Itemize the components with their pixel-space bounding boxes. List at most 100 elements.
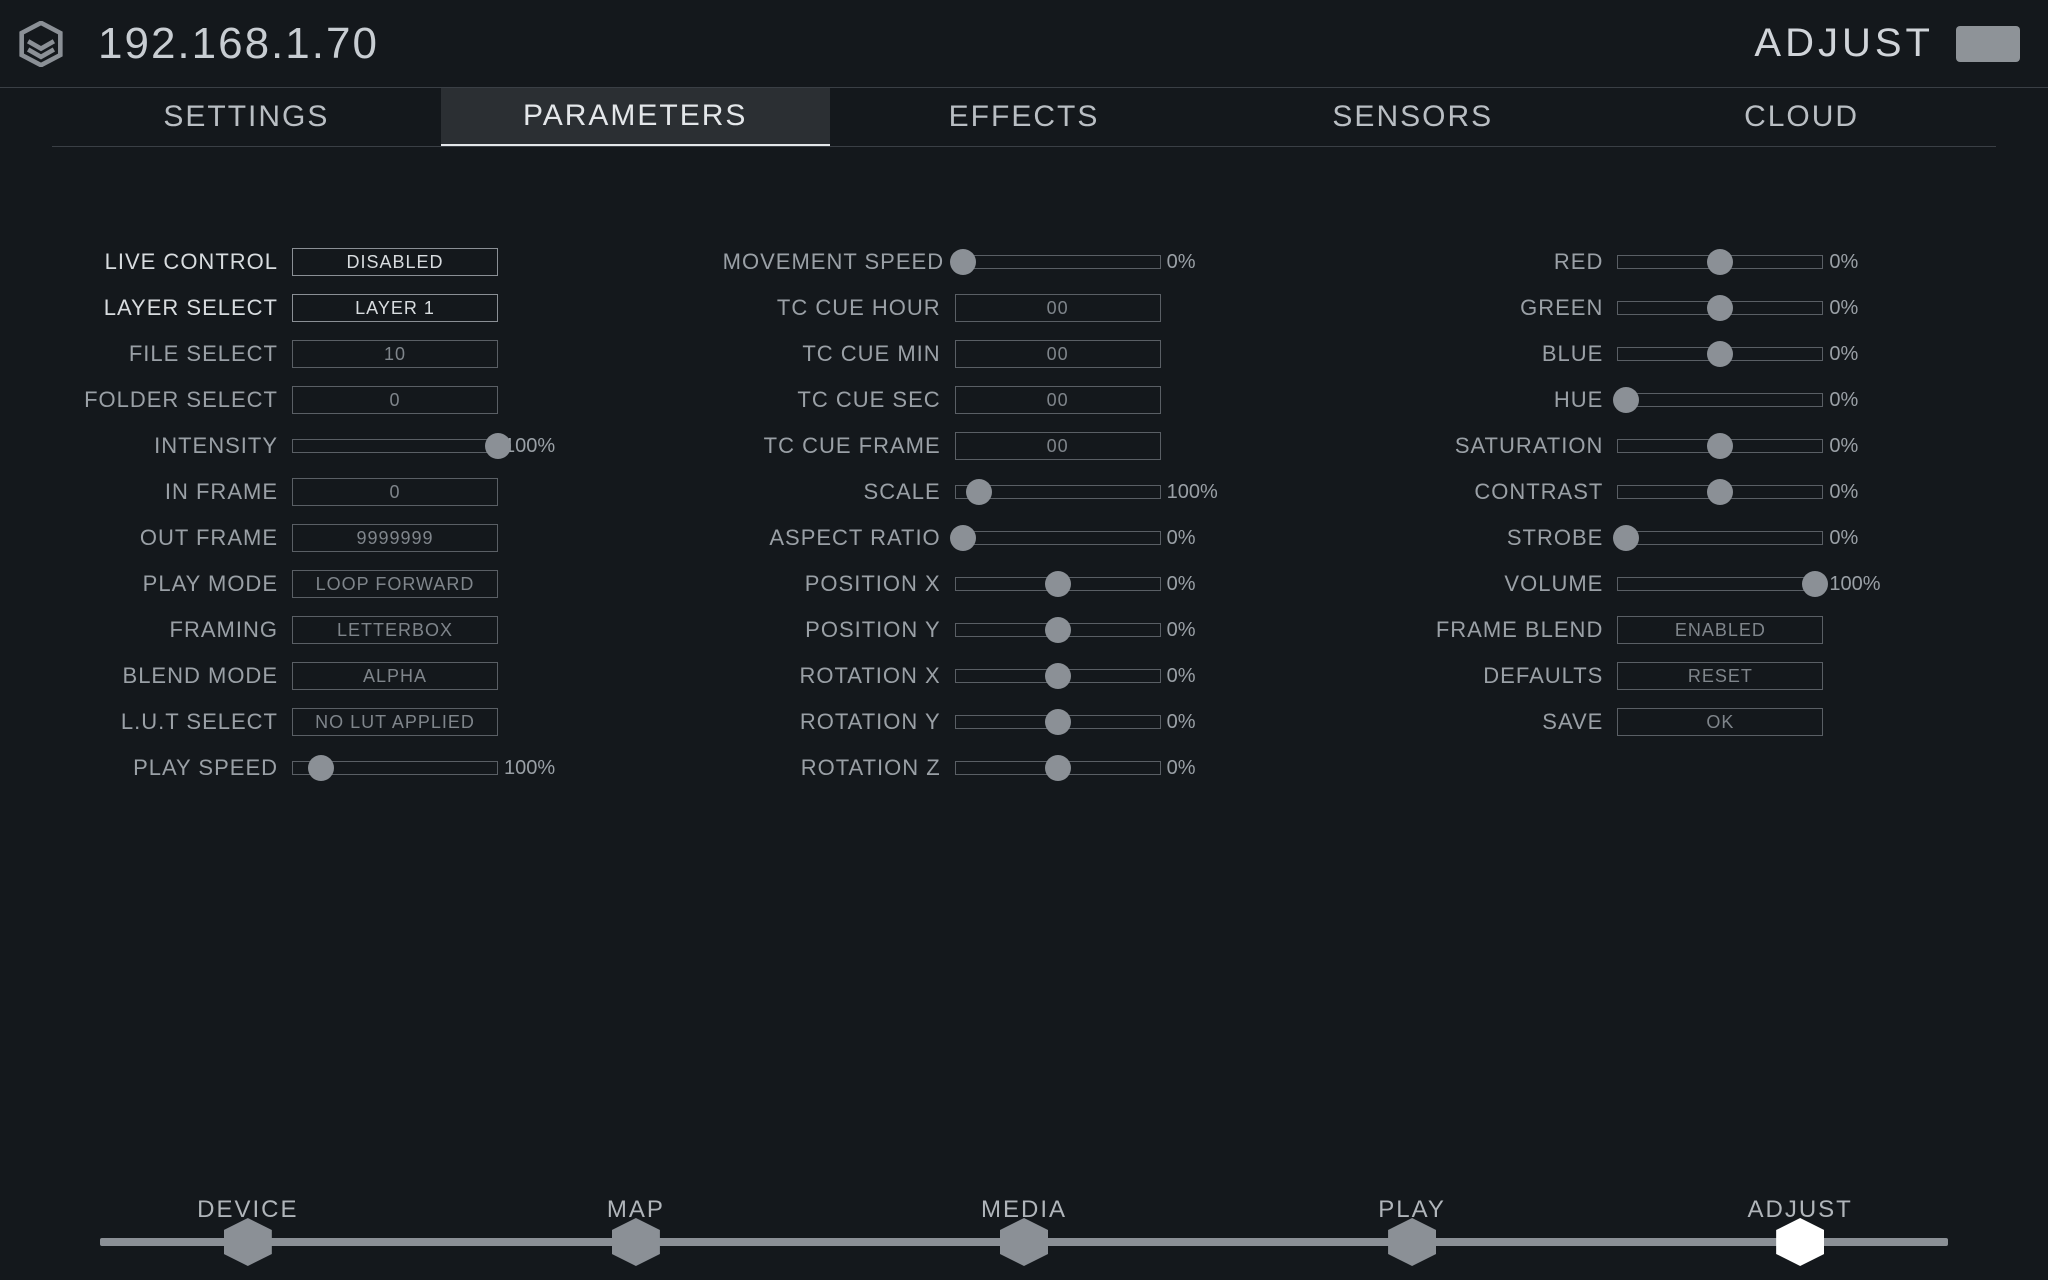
slider-thumb[interactable]: [950, 249, 976, 275]
param-slider[interactable]: [292, 754, 498, 782]
param-value-box[interactable]: 0: [292, 478, 498, 506]
bottom-nav-label-device[interactable]: DEVICE: [197, 1196, 298, 1224]
param-label: BLUE: [1385, 341, 1617, 367]
slider-thumb[interactable]: [1613, 525, 1639, 551]
param-row-file-select: FILE SELECT10: [60, 339, 663, 369]
param-row-folder-select: FOLDER SELECT0: [60, 385, 663, 415]
tab-settings[interactable]: SETTINGS: [52, 88, 441, 146]
slider-track: [1617, 393, 1823, 407]
bottom-nav-node-play[interactable]: [1388, 1218, 1436, 1266]
param-slider[interactable]: [955, 708, 1161, 736]
slider-value-label: 100%: [1167, 481, 1221, 504]
bottom-nav-node-media[interactable]: [1000, 1218, 1048, 1266]
param-slider[interactable]: [292, 432, 498, 460]
slider-value-label: 0%: [1167, 711, 1221, 734]
slider-thumb[interactable]: [1707, 295, 1733, 321]
param-slider[interactable]: [1617, 570, 1823, 598]
slider-value-label: 0%: [1167, 619, 1221, 642]
param-slider[interactable]: [1617, 386, 1823, 414]
slider-thumb[interactable]: [1045, 755, 1071, 781]
slider-value-label: 0%: [1167, 573, 1221, 596]
param-value-box[interactable]: 0: [292, 386, 498, 414]
param-row-saturation: SATURATION0%: [1385, 431, 1988, 461]
param-value-box[interactable]: 00: [955, 432, 1161, 460]
param-label: PLAY MODE: [60, 571, 292, 597]
param-value-box[interactable]: LETTERBOX: [292, 616, 498, 644]
param-value-box[interactable]: LOOP FORWARD: [292, 570, 498, 598]
param-value-box[interactable]: 00: [955, 386, 1161, 414]
slider-thumb[interactable]: [1613, 387, 1639, 413]
slider-thumb[interactable]: [308, 755, 334, 781]
hexagon-icon: [224, 1218, 272, 1266]
param-row-in-frame: IN FRAME0: [60, 477, 663, 507]
slider-thumb[interactable]: [1045, 663, 1071, 689]
hexagon-icon: [1388, 1218, 1436, 1266]
param-value-box[interactable]: RESET: [1617, 662, 1823, 690]
slider-thumb[interactable]: [1707, 341, 1733, 367]
param-value-box[interactable]: OK: [1617, 708, 1823, 736]
param-label: ROTATION Y: [723, 709, 955, 735]
bottom-nav-label-play[interactable]: PLAY: [1378, 1196, 1446, 1224]
param-label: GREEN: [1385, 295, 1617, 321]
param-slider[interactable]: [955, 248, 1161, 276]
param-label: ROTATION Z: [723, 755, 955, 781]
param-label: SCALE: [723, 479, 955, 505]
param-row-green: GREEN0%: [1385, 293, 1988, 323]
param-row-scale: SCALE 100%: [723, 477, 1326, 507]
param-row-tc-cue-sec: TC CUE SEC00: [723, 385, 1326, 415]
param-slider[interactable]: [955, 662, 1161, 690]
tab-parameters[interactable]: PARAMETERS: [441, 88, 830, 146]
slider-thumb[interactable]: [966, 479, 992, 505]
slider-value-label: 0%: [1829, 343, 1883, 366]
bottom-nav-label-adjust[interactable]: ADJUST: [1747, 1196, 1852, 1224]
param-slider[interactable]: [955, 478, 1161, 506]
param-slider[interactable]: [1617, 248, 1823, 276]
slider-thumb[interactable]: [1045, 617, 1071, 643]
param-slider[interactable]: [955, 616, 1161, 644]
tab-cloud[interactable]: CLOUD: [1607, 88, 1996, 146]
param-slider[interactable]: [1617, 524, 1823, 552]
param-slider[interactable]: [1617, 340, 1823, 368]
param-slider[interactable]: [1617, 432, 1823, 460]
param-value-box[interactable]: 10: [292, 340, 498, 368]
param-slider[interactable]: [955, 754, 1161, 782]
param-label: DEFAULTS: [1385, 663, 1617, 689]
param-value-box[interactable]: NO LUT APPLIED: [292, 708, 498, 736]
param-value-box[interactable]: ALPHA: [292, 662, 498, 690]
param-row-rotation-x: ROTATION X0%: [723, 661, 1326, 691]
slider-thumb[interactable]: [1707, 479, 1733, 505]
param-slider[interactable]: [955, 570, 1161, 598]
slider-thumb[interactable]: [950, 525, 976, 551]
param-row-blue: BLUE 0%: [1385, 339, 1988, 369]
slider-thumb[interactable]: [1707, 433, 1733, 459]
bottom-nav-node-adjust[interactable]: [1776, 1218, 1824, 1266]
slider-thumb[interactable]: [1802, 571, 1828, 597]
param-slider[interactable]: [955, 524, 1161, 552]
param-label: LIVE CONTROL: [60, 249, 292, 275]
param-value-box[interactable]: LAYER 1: [292, 294, 498, 322]
param-label: TC CUE MIN: [723, 341, 955, 367]
param-label: TC CUE FRAME: [723, 433, 955, 459]
param-label: STROBE: [1385, 525, 1617, 551]
tab-effects[interactable]: EFFECTS: [830, 88, 1219, 146]
param-slider[interactable]: [1617, 294, 1823, 322]
bottom-nav-label-media[interactable]: MEDIA: [981, 1196, 1067, 1224]
param-label: OUT FRAME: [60, 525, 292, 551]
slider-thumb[interactable]: [1045, 709, 1071, 735]
param-value-box[interactable]: 00: [955, 340, 1161, 368]
header-status-box[interactable]: [1956, 26, 2020, 62]
slider-thumb[interactable]: [1045, 571, 1071, 597]
param-slider[interactable]: [1617, 478, 1823, 506]
slider-thumb[interactable]: [1707, 249, 1733, 275]
param-value-box[interactable]: DISABLED: [292, 248, 498, 276]
param-value-box[interactable]: ENABLED: [1617, 616, 1823, 644]
tab-sensors[interactable]: SENSORS: [1218, 88, 1607, 146]
hexagon-icon: [1000, 1218, 1048, 1266]
param-value-box[interactable]: 9999999: [292, 524, 498, 552]
param-row-volume: VOLUME100%: [1385, 569, 1988, 599]
param-value-box[interactable]: 00: [955, 294, 1161, 322]
slider-thumb[interactable]: [485, 433, 511, 459]
bottom-nav-node-device[interactable]: [224, 1218, 272, 1266]
bottom-nav-node-map[interactable]: [612, 1218, 660, 1266]
bottom-nav-label-map[interactable]: MAP: [607, 1196, 665, 1224]
